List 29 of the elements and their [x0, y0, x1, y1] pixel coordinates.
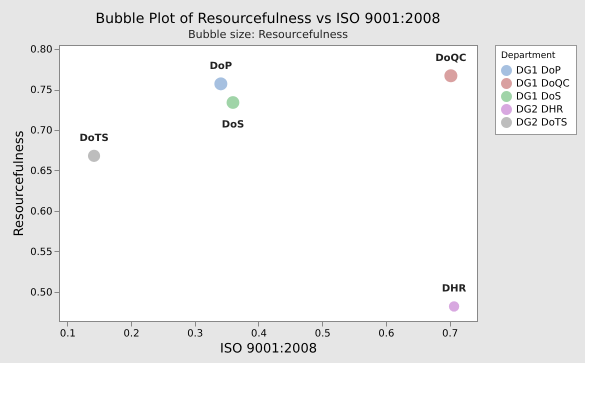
x-tick-label: 0.6 — [378, 328, 394, 340]
annotation: DHR — [442, 283, 467, 294]
legend-label: DG1 DoS — [516, 92, 562, 102]
chart-subtitle: Bubble size: Resourcefulness — [188, 28, 348, 42]
annotation: DoS — [222, 119, 244, 130]
x-tick-label: 0.3 — [187, 328, 204, 340]
chart-title: Bubble Plot of Resourcefulness vs ISO 9001:2008 — [96, 11, 440, 28]
x-axis-title: ISO 9001:2008 — [220, 342, 317, 356]
y-tick-label: 0.65 — [30, 166, 52, 177]
y-axis-title: Resourcefulness — [12, 130, 28, 236]
legend-label: DG1 DoP — [516, 66, 561, 76]
x-tick-label: 0.7 — [442, 328, 458, 340]
annotation: DoQC — [435, 52, 466, 64]
x-tick-label: 0.5 — [314, 328, 331, 340]
annotation: DoTS — [79, 132, 109, 144]
y-tick-label: 0.50 — [30, 287, 52, 298]
legend-label: DG2 DHR — [516, 104, 564, 116]
x-tick-label: 0.4 — [250, 328, 267, 340]
annotation: DoP — [210, 60, 232, 72]
legend-label: DG2 DoTS — [516, 118, 568, 128]
legend-title: Department — [501, 51, 556, 61]
x-tick-label: 0.2 — [124, 328, 140, 340]
y-tick-label: 0.80 — [30, 44, 52, 56]
y-tick-label: 0.60 — [30, 206, 52, 218]
legend-label: DG1 DoQC — [516, 78, 570, 90]
y-tick-label: 0.55 — [30, 246, 52, 258]
x-tick-label: 0.1 — [60, 328, 76, 340]
y-tick-label: 0.75 — [30, 85, 52, 96]
y-tick-label: 0.70 — [30, 125, 52, 136]
